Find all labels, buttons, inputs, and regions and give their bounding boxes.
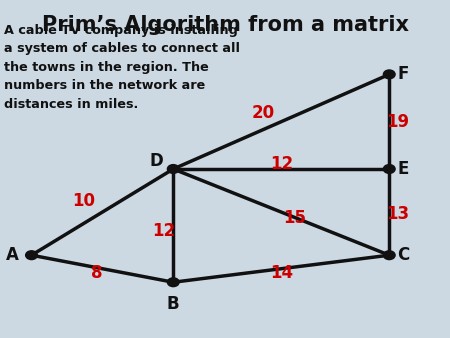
Text: 19: 19 <box>387 113 410 131</box>
Text: 12: 12 <box>270 155 293 173</box>
Text: F: F <box>398 65 410 83</box>
Text: 14: 14 <box>270 264 293 282</box>
Text: 10: 10 <box>72 192 95 210</box>
Circle shape <box>383 165 395 173</box>
Circle shape <box>383 70 395 79</box>
Text: D: D <box>149 151 163 170</box>
Circle shape <box>383 251 395 260</box>
Text: C: C <box>397 246 410 264</box>
Text: 20: 20 <box>252 104 275 122</box>
Text: 13: 13 <box>387 204 410 223</box>
Circle shape <box>26 251 37 260</box>
Text: A: A <box>6 246 19 264</box>
Text: E: E <box>398 160 410 178</box>
Text: A cable TV company is installing
a system of cables to connect all
the towns in : A cable TV company is installing a syste… <box>4 24 240 111</box>
Circle shape <box>167 165 179 173</box>
Text: B: B <box>167 295 180 313</box>
Text: Prim’s Algorithm from a matrix: Prim’s Algorithm from a matrix <box>41 15 409 35</box>
Text: 8: 8 <box>91 264 103 282</box>
Text: 15: 15 <box>283 209 306 227</box>
Circle shape <box>167 278 179 287</box>
Text: 12: 12 <box>153 221 176 240</box>
